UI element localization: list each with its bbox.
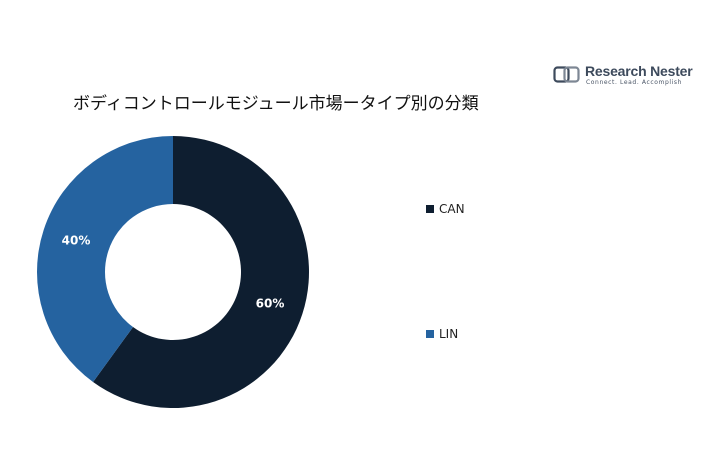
data-label-can: 60%: [256, 297, 285, 311]
logo-tagline: Connect. Lead. Accomplish: [586, 79, 683, 86]
logo-icon: [553, 66, 580, 83]
legend-swatch: [426, 205, 434, 213]
legend-label: CAN: [439, 202, 465, 216]
slice-lin: [37, 136, 174, 383]
slice-can: [93, 136, 309, 408]
chart-title: ボディコントロールモジュール市場ータイプ別の分類: [73, 94, 479, 114]
legend-item-can: CAN: [426, 202, 465, 216]
legend-swatch: [426, 330, 434, 338]
legend-label: LIN: [439, 327, 459, 341]
research-nester-logo: Research Nester Connect. Lead. Accomplis…: [553, 63, 703, 87]
data-label-lin: 40%: [62, 233, 91, 247]
legend-item-lin: LIN: [426, 327, 458, 341]
logo-name: Research Nester: [585, 63, 693, 79]
